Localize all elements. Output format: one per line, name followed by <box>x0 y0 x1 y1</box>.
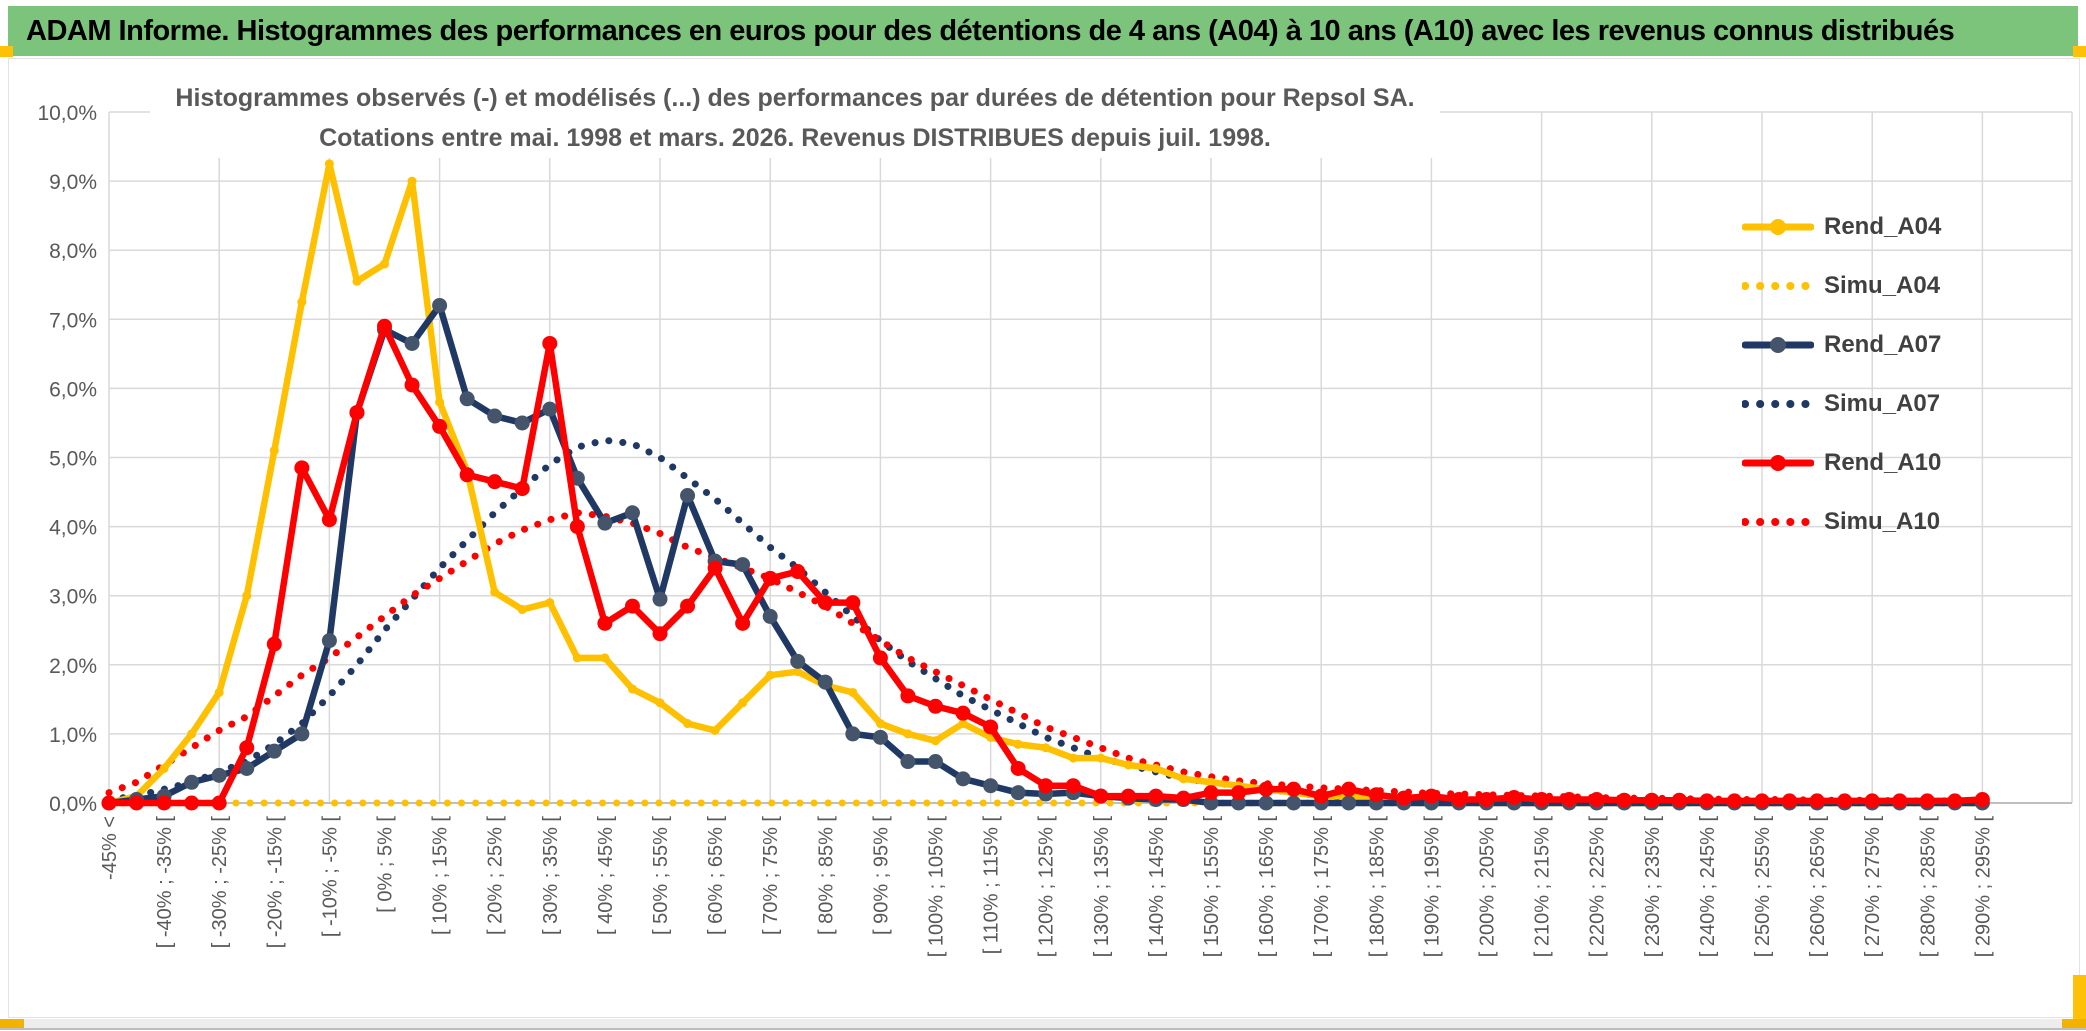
legend-label: Rend_A07 <box>1824 331 1942 358</box>
x-tick-label: [ 0% ; 5% [ <box>375 816 397 913</box>
x-tick-label: [ 80% ; 85% [ <box>815 816 837 935</box>
x-tick-label: [ 290% ; 295% [ <box>1972 816 1994 958</box>
legend-entry-Simu_A04: Simu_A04 <box>1742 272 1941 299</box>
x-tick-label: [ -10% ; -5% [ <box>319 816 341 938</box>
legend-entry-Rend_A07: Rend_A07 <box>1742 331 1942 358</box>
y-tick-label: 9,0% <box>49 171 97 194</box>
y-tick-label: 7,0% <box>49 309 97 332</box>
x-tick-label: [ 10% ; 15% [ <box>430 816 452 935</box>
left-edge-tab <box>0 46 13 57</box>
x-tick-label: [ 150% ; 155% [ <box>1201 816 1223 958</box>
x-tick-label: [ 140% ; 145% [ <box>1146 816 1168 958</box>
y-tick-label: 6,0% <box>49 378 97 401</box>
series-line-Rend_A04 <box>105 160 1986 807</box>
x-tick-label: [ 190% ; 195% [ <box>1421 816 1443 958</box>
x-tick-label: [ 100% ; 105% [ <box>926 816 948 958</box>
legend-swatch-dotted <box>1742 400 1814 408</box>
legend-label: Simu_A07 <box>1824 390 1941 417</box>
x-tick-label: [ -40% ; -35% [ <box>154 816 176 949</box>
page-title: ADAM Informe. Histogrammes des performan… <box>26 14 1955 47</box>
right-scroll-tab[interactable] <box>2073 975 2086 1019</box>
y-tick-label: 8,0% <box>49 240 97 263</box>
chart-legend: Rend_A04 Simu_A04 Rend_A07 Simu_A07 Rend_A10… <box>1742 213 1942 568</box>
x-tick-label: [ 230% ; 235% [ <box>1642 816 1664 958</box>
x-axis-labels: -45% < [ -40% ; -35% [ [ -30% ; -25% [ [ -2… <box>99 816 1994 958</box>
x-tick-label: [ 200% ; 205% [ <box>1477 816 1499 958</box>
legend-entry-Simu_A10: Simu_A10 <box>1742 508 1941 535</box>
y-tick-label: 2,0% <box>49 655 97 678</box>
series-line-Rend_A10 <box>105 322 1986 807</box>
chart-title: Histogrammes observés (-) et modélisés (… <box>150 78 1440 158</box>
legend-entry-Simu_A07: Simu_A07 <box>1742 390 1941 417</box>
x-tick-label: [ 70% ; 75% [ <box>760 816 782 935</box>
x-tick-label: [ 40% ; 45% [ <box>595 816 617 935</box>
x-tick-label: [ 160% ; 165% [ <box>1256 816 1278 958</box>
x-tick-label: [ -20% ; -15% [ <box>264 816 286 949</box>
chart-title-line1: Histogrammes observés (-) et modélisés (… <box>175 84 1415 112</box>
x-tick-label: [ 120% ; 125% [ <box>1036 816 1058 958</box>
legend-entry-Rend_A10: Rend_A10 <box>1742 449 1942 476</box>
y-axis-labels: 0,0% 1,0% 2,0% 3,0% 4,0% 5,0% 6,0% 7,0% 8,0% 9,0%… <box>37 102 97 816</box>
legend-label: Rend_A10 <box>1824 449 1942 476</box>
x-tick-label: [ 180% ; 185% [ <box>1366 816 1388 958</box>
scrollbar-left-thumb[interactable] <box>0 1019 24 1028</box>
right-edge-tab <box>2073 46 2086 57</box>
legend-label: Rend_A04 <box>1824 213 1942 240</box>
legend-swatch-solid <box>1742 219 1814 235</box>
y-tick-label: 0,0% <box>49 793 97 816</box>
y-tick-label: 1,0% <box>49 724 97 747</box>
x-tick-label: [ 220% ; 225% [ <box>1587 816 1609 958</box>
x-tick-label: [ 170% ; 175% [ <box>1311 816 1333 958</box>
x-tick-label: [ 50% ; 55% [ <box>650 816 672 935</box>
legend-swatch-solid <box>1742 455 1814 471</box>
series-line-Simu_A07 <box>105 436 1986 807</box>
legend-swatch-solid <box>1742 337 1814 353</box>
series-markers-Rend_A10 <box>101 318 1990 811</box>
series-line-Rend_A07 <box>105 302 1986 807</box>
y-tick-label: 3,0% <box>49 586 97 609</box>
x-tick-label: [ 250% ; 255% [ <box>1752 816 1774 958</box>
x-tick-label: [ 260% ; 265% [ <box>1807 816 1829 958</box>
y-tick-label: 5,0% <box>49 448 97 471</box>
title-bar: ADAM Informe. Histogrammes des performan… <box>8 6 2078 56</box>
x-tick-label: [ 270% ; 275% [ <box>1862 816 1884 958</box>
x-tick-label: [ -30% ; -25% [ <box>209 816 231 949</box>
x-tick-label: [ 280% ; 285% [ <box>1917 816 1939 958</box>
chart-panel <box>8 58 2080 1018</box>
legend-swatch-dotted <box>1742 282 1814 290</box>
y-tick-label: 10,0% <box>37 102 97 125</box>
x-tick-label: [ 130% ; 135% [ <box>1091 816 1113 958</box>
x-tick-label: [ 20% ; 25% [ <box>485 816 507 935</box>
x-tick-label: [ 240% ; 245% [ <box>1697 816 1719 958</box>
x-tick-label: [ 110% ; 115% [ <box>981 816 1003 955</box>
x-tick-label: [ 60% ; 65% [ <box>705 816 727 935</box>
legend-label: Simu_A10 <box>1824 508 1941 535</box>
legend-swatch-dotted <box>1742 518 1814 526</box>
x-tick-label: -45% < <box>99 816 121 880</box>
horizontal-scrollbar[interactable] <box>0 1019 2086 1030</box>
legend-label: Simu_A04 <box>1824 272 1941 299</box>
scrollbar-right-thumb[interactable] <box>2062 1019 2086 1028</box>
legend-entry-Rend_A04: Rend_A04 <box>1742 213 1942 240</box>
x-tick-label: [ 210% ; 215% [ <box>1532 816 1554 958</box>
chart-title-line2: Cotations entre mai. 1998 et mars. 2026.… <box>319 124 1271 152</box>
x-tick-label: [ 30% ; 35% [ <box>540 816 562 935</box>
y-tick-label: 4,0% <box>49 517 97 540</box>
x-tick-label: [ 90% ; 95% [ <box>870 816 892 935</box>
series-line-Simu_A10 <box>105 509 1986 805</box>
